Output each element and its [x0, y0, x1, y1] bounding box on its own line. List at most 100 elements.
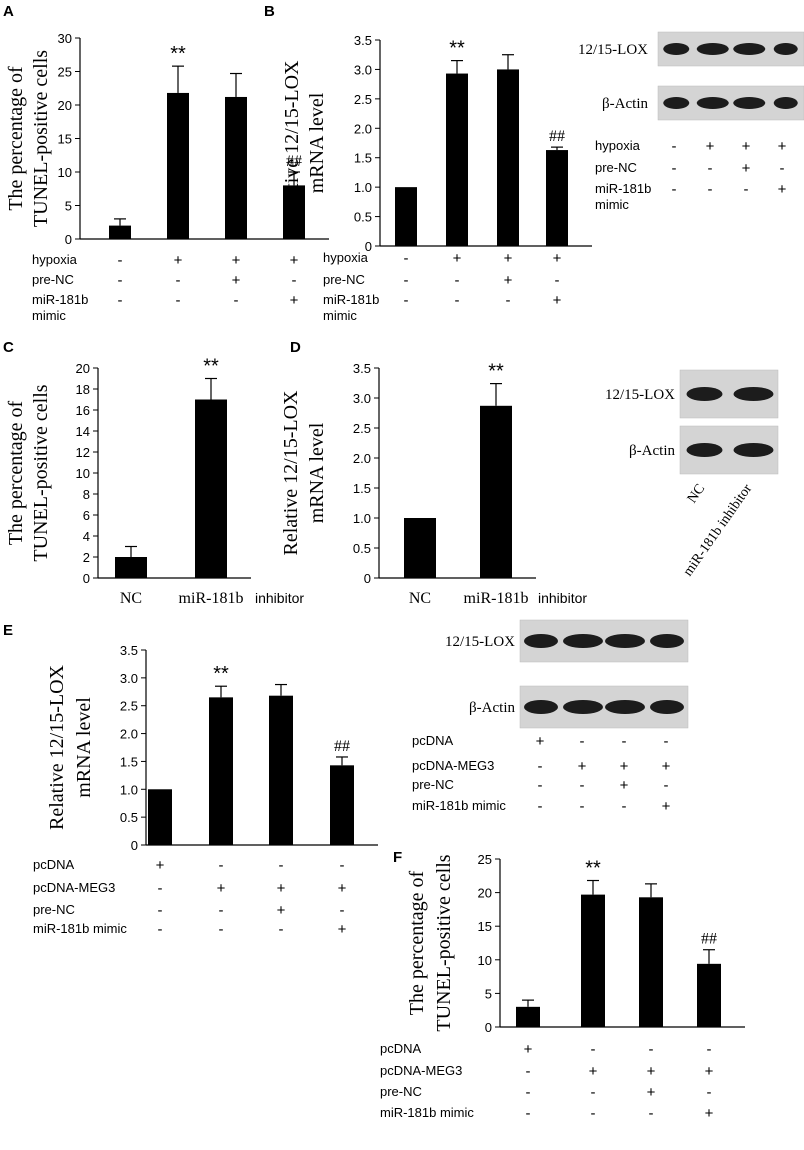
- y-tick-label: 20: [58, 98, 72, 113]
- bar: [115, 557, 147, 578]
- blot-condition-sign: -: [580, 733, 585, 750]
- y-axis-label: Relative 12/15-LOX: [281, 60, 303, 226]
- blot-condition-sign: +: [620, 758, 629, 775]
- blot-condition-sign: -: [664, 733, 669, 750]
- bar: [225, 96, 247, 240]
- blot-band: [663, 43, 690, 55]
- significance-annotation: **: [203, 356, 219, 378]
- y-tick-label: 1.0: [354, 180, 372, 195]
- bar: [269, 695, 293, 845]
- condition-sign: -: [526, 1084, 531, 1101]
- blot-condition-sign: -: [708, 181, 713, 198]
- blot-condition-label: mimic: [595, 197, 629, 212]
- y-tick-label: 15: [478, 919, 492, 934]
- y-tick-label: 4: [83, 529, 90, 544]
- blot-band: [563, 634, 603, 648]
- condition-sign: -: [176, 292, 181, 309]
- condition-sign: +: [277, 902, 286, 919]
- condition-label: pcDNA: [33, 857, 75, 872]
- blot-lane-label: NC: [685, 482, 708, 507]
- condition-sign: -: [219, 921, 224, 938]
- condition-label: miR-181b mimic: [380, 1105, 474, 1120]
- y-tick-label: 2.5: [354, 92, 372, 107]
- condition-sign: +: [338, 921, 347, 938]
- condition-sign: -: [591, 1105, 596, 1122]
- condition-label: pcDNA: [380, 1041, 422, 1056]
- significance-annotation: **: [449, 38, 465, 60]
- y-tick-label: 30: [58, 31, 72, 46]
- condition-sign: +: [647, 1084, 656, 1101]
- y-tick-label: 14: [76, 424, 90, 439]
- blot-condition-sign: -: [672, 181, 677, 198]
- blot-condition-sign: +: [620, 777, 629, 794]
- blot-band: [686, 387, 723, 401]
- blot-condition-sign: -: [708, 160, 713, 177]
- y-tick-label: 1.5: [353, 481, 371, 496]
- y-tick-label: 1.0: [120, 782, 138, 797]
- blot-condition-sign: +: [662, 798, 671, 815]
- blot-band: [733, 97, 766, 109]
- y-axis-label: Relative 12/15-LOX: [46, 664, 68, 830]
- blot-band: [524, 634, 558, 648]
- y-tick-label: 6: [83, 508, 90, 523]
- condition-sign: +: [156, 857, 165, 874]
- condition-sign: -: [455, 292, 460, 309]
- condition-sign: -: [649, 1105, 654, 1122]
- y-tick-label: 18: [76, 382, 90, 397]
- category-suffix: inhibitor: [255, 590, 304, 606]
- condition-label: hypoxia: [32, 252, 78, 267]
- y-tick-label: 3.0: [353, 391, 371, 406]
- condition-label: pre-NC: [33, 902, 75, 917]
- y-tick-label: 2: [83, 550, 90, 565]
- condition-label: pre-NC: [380, 1084, 422, 1099]
- y-axis-label: TUNEL-positive cells: [30, 384, 52, 561]
- condition-label: miR-181b: [323, 292, 379, 307]
- blot-band: [696, 43, 729, 55]
- blot-row-label: β-Actin: [602, 96, 648, 112]
- bar: [516, 1006, 540, 1027]
- condition-sign: -: [219, 857, 224, 874]
- panel-letter-b: B: [264, 3, 275, 20]
- condition-sign: +: [277, 880, 286, 897]
- y-tick-label: 25: [58, 65, 72, 80]
- y-tick-label: 0: [83, 571, 90, 586]
- significance-annotation: ##: [701, 931, 717, 948]
- y-axis-label: Relative 12/15-LOX: [280, 390, 302, 556]
- blot-condition-sign: -: [664, 777, 669, 794]
- blot-band: [733, 443, 774, 457]
- y-tick-label: 20: [76, 361, 90, 376]
- blot-band: [733, 387, 774, 401]
- bar: [148, 789, 172, 845]
- condition-sign: -: [455, 272, 460, 289]
- condition-label: mimic: [323, 308, 357, 323]
- bar: [639, 897, 663, 1027]
- condition-sign: -: [118, 292, 123, 309]
- blot-condition-sign: +: [742, 138, 751, 155]
- bar: [497, 69, 519, 246]
- condition-label: pcDNA-MEG3: [380, 1063, 462, 1078]
- condition-sign: -: [404, 272, 409, 289]
- blot-band: [650, 634, 684, 648]
- condition-sign: +: [338, 880, 347, 897]
- condition-sign: +: [504, 250, 513, 267]
- blot-row-label: 12/15-LOX: [605, 387, 675, 403]
- y-tick-label: 2.0: [120, 727, 138, 742]
- condition-sign: -: [506, 292, 511, 309]
- y-tick-label: 25: [478, 852, 492, 867]
- blot-condition-sign: -: [672, 138, 677, 155]
- panel-letter-f: F: [393, 849, 402, 866]
- blot-band: [773, 97, 798, 109]
- condition-sign: -: [234, 292, 239, 309]
- blot-row-label: 12/15-LOX: [578, 42, 648, 58]
- condition-sign: -: [404, 250, 409, 267]
- blot-condition-sign: +: [578, 758, 587, 775]
- blot-condition-label: pcDNA: [412, 733, 454, 748]
- condition-sign: -: [591, 1041, 596, 1058]
- blot-condition-label: pcDNA-MEG3: [412, 758, 494, 773]
- y-tick-label: 3.0: [354, 62, 372, 77]
- y-tick-label: 3.5: [354, 33, 372, 48]
- panel-letter-e: E: [3, 622, 13, 639]
- y-tick-label: 1.5: [354, 151, 372, 166]
- blot-condition-label: pre-NC: [595, 160, 637, 175]
- y-axis-label: The percentage of: [5, 66, 27, 211]
